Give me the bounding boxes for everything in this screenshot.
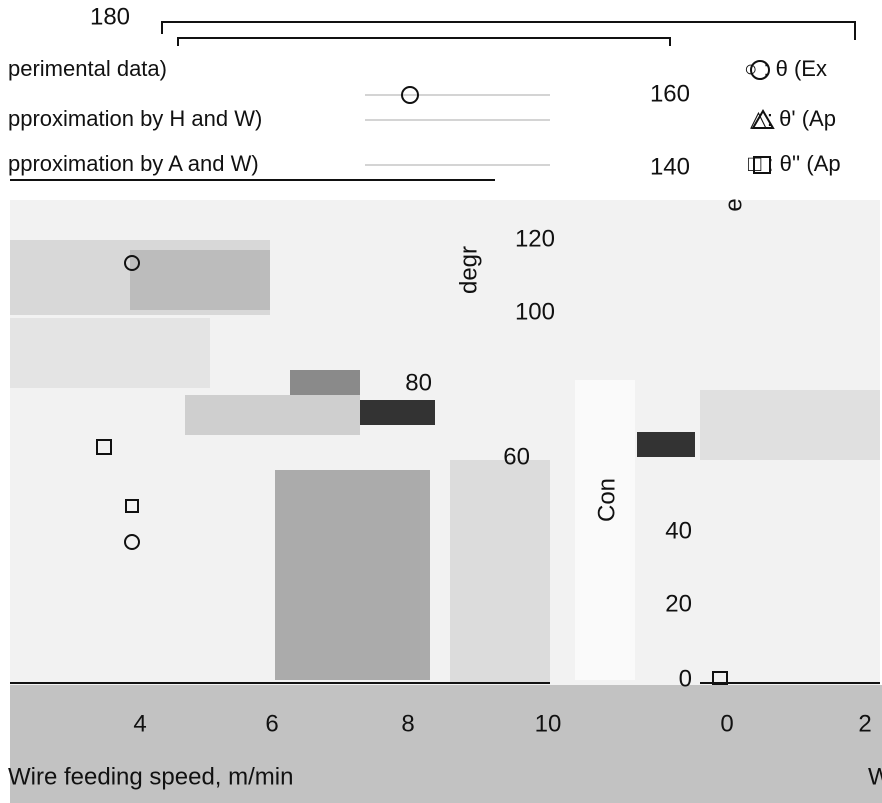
- x-tick-label: 0: [720, 710, 733, 737]
- y-label-fragment: Con: [593, 478, 620, 522]
- y-label-fragment: degr: [455, 246, 482, 294]
- x-axis-label-fragment: W: [868, 763, 882, 790]
- legend-right-item: ○ : θ (Ex: [744, 56, 827, 81]
- x-tick-label: 4: [133, 710, 146, 737]
- y-tick-label: 40: [665, 517, 692, 544]
- legend-left-item: pproximation by H and W): [8, 106, 262, 131]
- legend-right-item: △: θ' (Ap: [750, 106, 836, 131]
- x-tick-label: 2: [858, 710, 871, 737]
- x-tick-label: 8: [401, 710, 414, 737]
- brackets: [10, 21, 880, 684]
- y-tick-label: 0: [679, 665, 692, 692]
- y-tick-label: 20: [665, 590, 692, 617]
- y-label-fragment: e: [720, 198, 747, 211]
- y-tick-label: 160: [650, 80, 690, 107]
- x-axis-label: Wire feeding speed, m/min: [8, 763, 293, 790]
- legend-left-item: perimental data): [8, 56, 167, 81]
- y-tick-label: 140: [650, 153, 690, 180]
- y-tick-label: 100: [515, 298, 555, 325]
- y-tick-label: 80: [405, 369, 432, 396]
- legend-left-item: pproximation by A and W): [8, 151, 259, 176]
- x-tick-label: 6: [265, 710, 278, 737]
- x-tick-label: 10: [535, 710, 562, 737]
- top-label: 180: [90, 3, 130, 30]
- y-tick-label: 120: [515, 225, 555, 252]
- artifacts: [10, 200, 882, 803]
- markers: [96, 60, 775, 685]
- legend-right-item: □ : θ'' (Ap: [748, 151, 841, 176]
- y-tick-label: 60: [503, 443, 530, 470]
